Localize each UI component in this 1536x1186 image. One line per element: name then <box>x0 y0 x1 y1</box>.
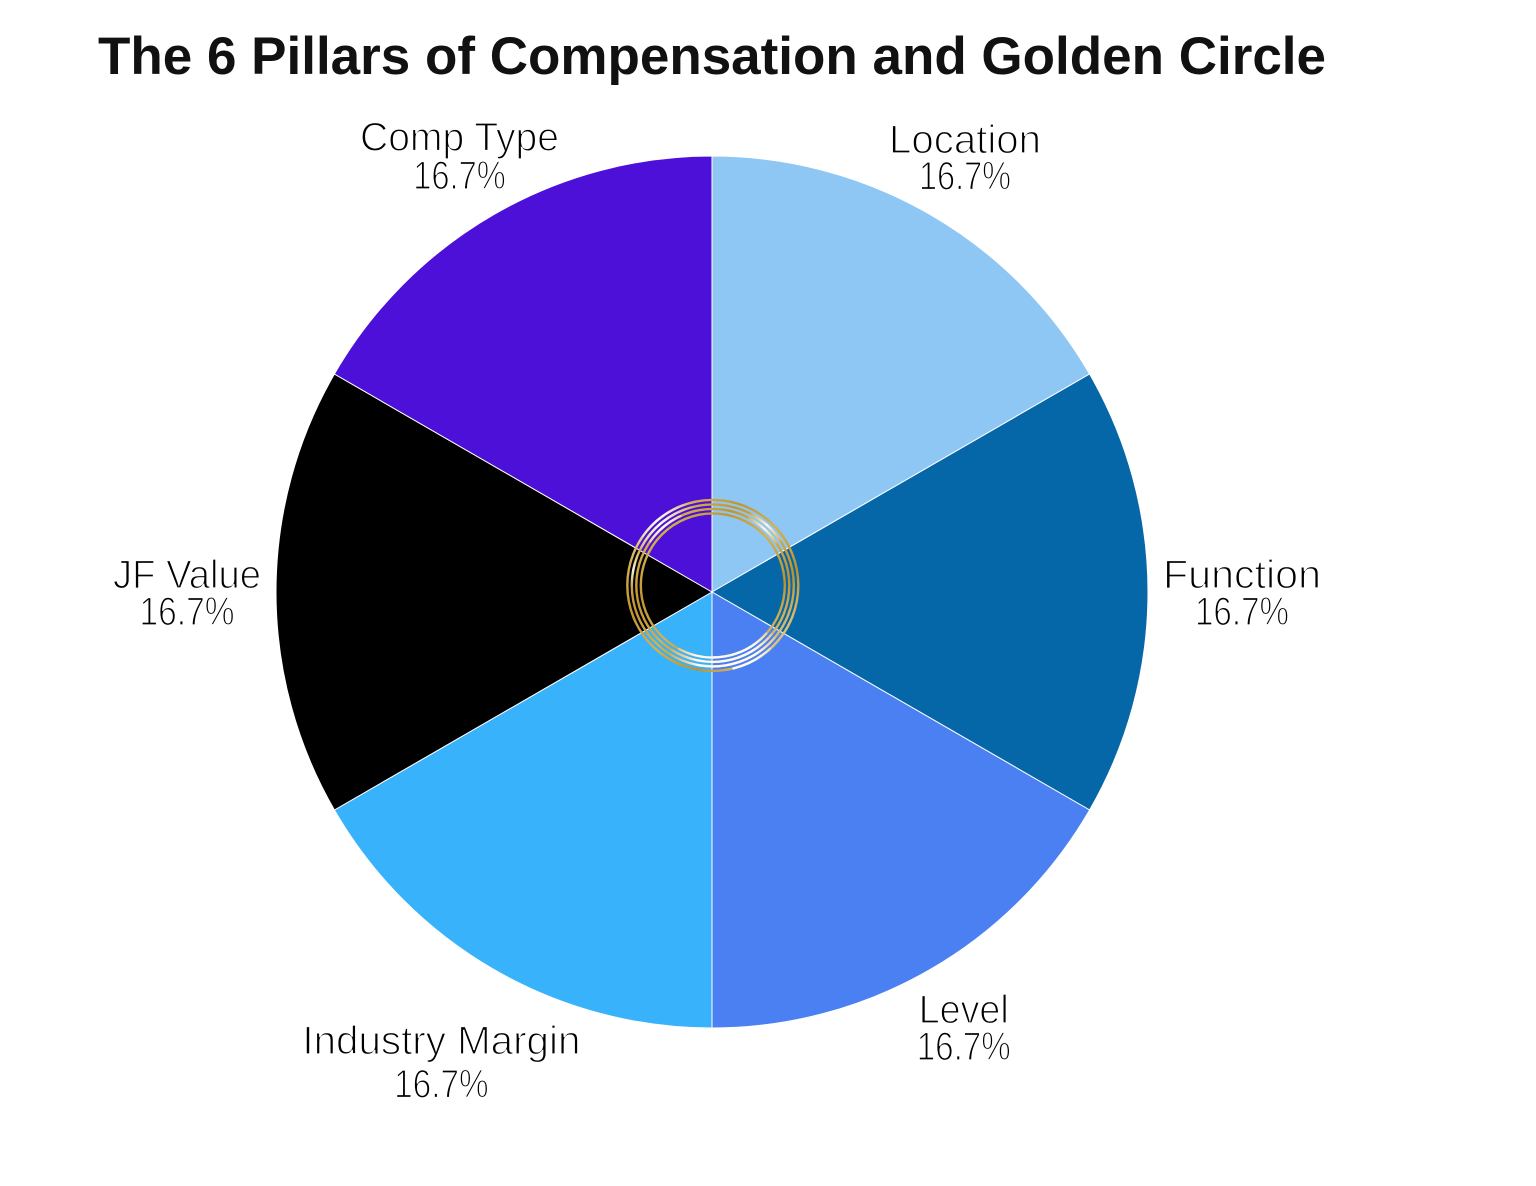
svg-text:16.7%: 16.7% <box>1195 590 1289 634</box>
svg-text:16.7%: 16.7% <box>413 154 506 198</box>
svg-text:Level: Level <box>919 988 1009 1032</box>
svg-text:16.7%: 16.7% <box>394 1062 489 1106</box>
svg-text:The 6 Pillars of Compensation: The 6 Pillars of Compensation and Golden… <box>98 27 1326 86</box>
svg-text:16.7%: 16.7% <box>140 590 235 634</box>
svg-text:Industry Margin: Industry Margin <box>302 1019 580 1063</box>
svg-text:16.7%: 16.7% <box>917 1025 1011 1069</box>
svg-text:16.7%: 16.7% <box>919 155 1011 199</box>
svg-text:JF Value: JF Value <box>113 553 261 597</box>
svg-text:Location: Location <box>889 118 1041 162</box>
svg-text:Comp Type: Comp Type <box>360 116 559 160</box>
svg-text:Function: Function <box>1163 553 1321 597</box>
